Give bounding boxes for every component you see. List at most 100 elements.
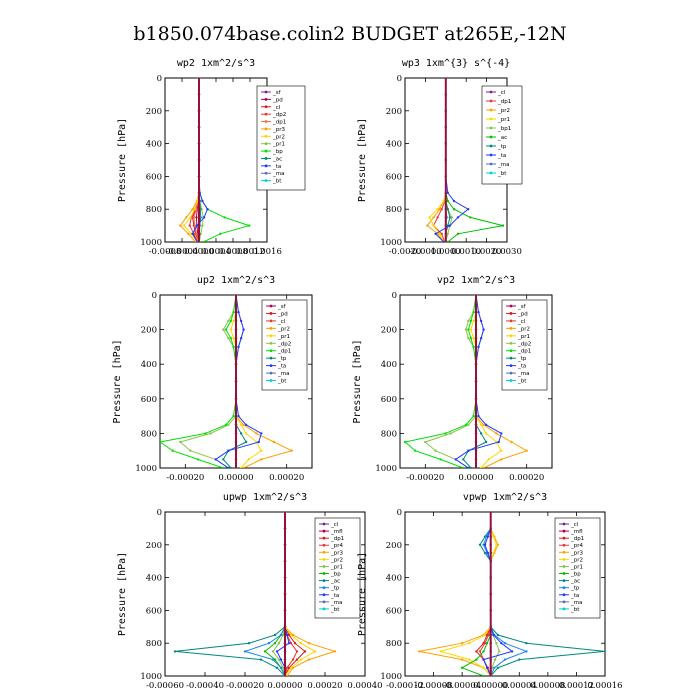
data-point xyxy=(214,458,217,461)
legend-entry: _sf xyxy=(277,304,287,310)
data-point xyxy=(446,240,449,242)
x-tick-label: 0.0030 xyxy=(492,247,522,257)
legend-entry: _mfl xyxy=(330,529,343,535)
x-tick-label: 0.0004 xyxy=(201,247,231,257)
panel-title: up2 1xm^2/s^3 xyxy=(197,275,275,286)
data-point xyxy=(192,216,196,219)
legend-entry: _ma xyxy=(330,600,342,606)
legend-marker xyxy=(269,326,273,330)
data-point xyxy=(452,208,456,211)
data-point xyxy=(482,423,485,426)
y-tick-label: 600 xyxy=(386,606,402,616)
legend-entry: _pd xyxy=(277,311,288,317)
data-point xyxy=(171,449,174,452)
data-point xyxy=(468,658,471,661)
data-point xyxy=(460,642,464,645)
data-point xyxy=(179,440,182,444)
data-point xyxy=(239,319,243,323)
legend-entry: _tp xyxy=(277,356,287,362)
x-tick-label: -0.00020 xyxy=(226,681,264,691)
data-point xyxy=(414,449,417,452)
data-point xyxy=(482,650,485,653)
legend-entry: _ta xyxy=(497,153,506,159)
legend-marker xyxy=(322,543,326,547)
x-tick-label: 0.0020 xyxy=(472,247,502,257)
legend-marker xyxy=(562,550,566,554)
legend-marker xyxy=(489,135,493,139)
legend-marker xyxy=(562,579,566,583)
data-point xyxy=(479,423,483,426)
data-point xyxy=(497,440,500,444)
legend-marker xyxy=(489,117,493,121)
x-tick-label: -0.00004 xyxy=(443,681,481,691)
legend-marker xyxy=(489,126,493,130)
legend-entry: _ma xyxy=(497,162,509,168)
data-point xyxy=(436,216,439,219)
data-point xyxy=(475,658,478,661)
y-tick-label: 600 xyxy=(381,395,397,405)
legend-entry: _pr1 xyxy=(272,142,285,148)
legend-marker xyxy=(264,164,268,168)
data-point xyxy=(487,633,490,637)
y-tick-label: 0 xyxy=(152,291,157,301)
legend-marker xyxy=(269,371,273,375)
legend-marker xyxy=(264,157,268,160)
legend-entry: _ma xyxy=(272,171,284,177)
data-point xyxy=(227,319,230,323)
legend-marker xyxy=(322,579,326,583)
data-point xyxy=(495,642,498,645)
legend-marker xyxy=(322,550,326,554)
data-point xyxy=(454,458,457,461)
legend-entry: _bp xyxy=(570,572,581,578)
x-tick-label: 0.00020 xyxy=(269,473,304,483)
data-point xyxy=(432,216,435,219)
data-point xyxy=(446,191,449,194)
data-point xyxy=(483,642,487,645)
series-group xyxy=(173,512,337,676)
y-tick-label: 1000 xyxy=(375,464,397,474)
legend-marker xyxy=(509,371,513,375)
data-point xyxy=(467,337,470,340)
data-point xyxy=(237,311,240,314)
legend-entry: _bp xyxy=(330,572,341,578)
y-tick-label: 400 xyxy=(141,360,157,370)
legend-marker xyxy=(562,565,566,568)
y-tick-label: 800 xyxy=(381,429,397,439)
legend-entry: _ta xyxy=(517,364,526,370)
legend-entry: _pr1 xyxy=(277,334,290,340)
data-point xyxy=(469,466,473,468)
data-point xyxy=(173,650,177,653)
y-tick-label: 200 xyxy=(381,326,397,336)
data-point xyxy=(460,666,464,669)
legend-marker xyxy=(322,600,326,604)
data-point xyxy=(222,466,225,468)
data-point xyxy=(247,458,250,461)
data-point xyxy=(485,666,489,669)
data-point xyxy=(219,232,222,235)
data-point xyxy=(438,232,441,235)
data-point xyxy=(277,658,281,661)
legend-marker xyxy=(264,105,268,109)
series-group xyxy=(179,78,251,242)
legend-marker xyxy=(562,593,566,597)
legend-marker xyxy=(264,171,268,175)
legend-entry: _dp2 xyxy=(272,112,286,118)
legend-marker xyxy=(264,112,268,116)
data-point xyxy=(440,208,443,211)
data-point xyxy=(436,208,439,211)
plot-frame xyxy=(164,511,366,677)
data-point xyxy=(495,432,498,435)
data-point xyxy=(255,432,258,435)
data-point xyxy=(295,650,299,653)
figure-title: b1850.074base.colin2 BUDGET at265E,-12N xyxy=(133,23,566,45)
data-point xyxy=(229,466,233,468)
data-point xyxy=(187,232,190,235)
y-tick-label: 1000 xyxy=(135,464,157,474)
data-point xyxy=(449,432,452,435)
x-tick-label: 0.00020 xyxy=(509,473,544,483)
data-point xyxy=(479,337,483,340)
y-tick-label: 800 xyxy=(386,639,402,649)
data-point xyxy=(191,208,194,211)
y-tick-label: 600 xyxy=(146,606,162,616)
data-point xyxy=(403,440,407,444)
